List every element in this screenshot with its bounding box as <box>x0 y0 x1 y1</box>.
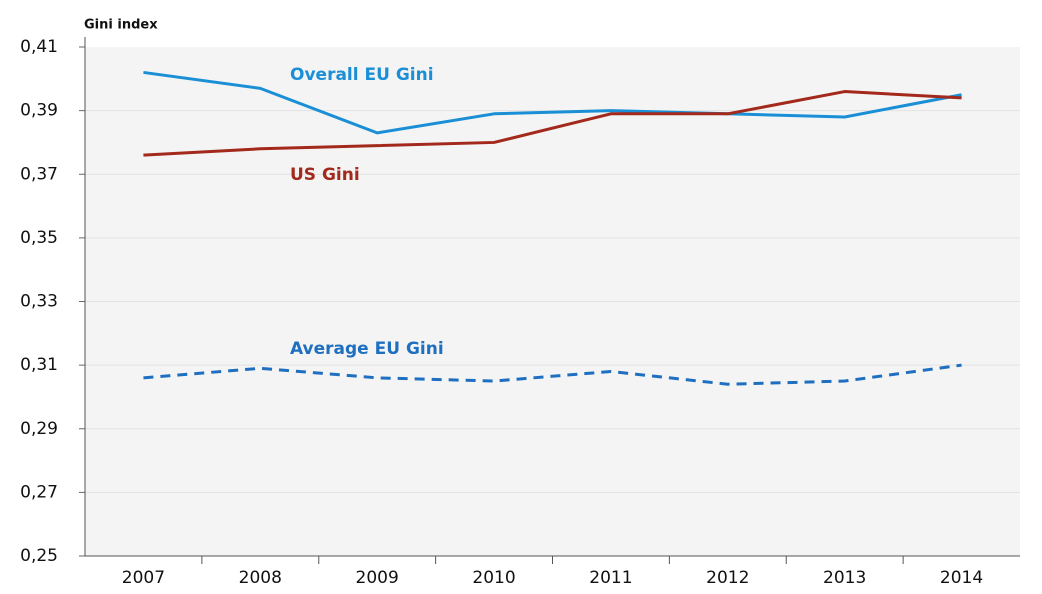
y-tick-label: 0,41 <box>20 37 58 57</box>
x-tick-label: 2009 <box>356 568 399 588</box>
x-tick-label: 2012 <box>706 568 749 588</box>
series-label: Average EU Gini <box>290 339 444 359</box>
y-tick-label: 0,25 <box>20 546 58 566</box>
y-tick-label: 0,35 <box>20 228 58 248</box>
y-tick-label: 0,39 <box>20 101 58 121</box>
x-tick-label: 2013 <box>823 568 866 588</box>
x-tick-label: 2011 <box>589 568 632 588</box>
y-tick-label: 0,37 <box>20 164 58 184</box>
series-label: Overall EU Gini <box>290 65 434 85</box>
x-tick-label: 2010 <box>472 568 515 588</box>
y-tick-label: 0,29 <box>20 419 58 439</box>
y-tick-label: 0,31 <box>20 355 58 375</box>
x-tick-label: 2008 <box>239 568 282 588</box>
x-tick-label: 2014 <box>940 568 983 588</box>
series-line <box>143 70 962 135</box>
x-tick-label: 2007 <box>122 568 165 588</box>
series-label: US Gini <box>290 165 360 185</box>
series-line <box>143 363 962 386</box>
y-tick-label: 0,27 <box>20 482 58 502</box>
y-axis-label: Gini index <box>84 18 158 33</box>
y-tick-label: 0,33 <box>20 292 58 312</box>
series-line <box>143 90 962 157</box>
